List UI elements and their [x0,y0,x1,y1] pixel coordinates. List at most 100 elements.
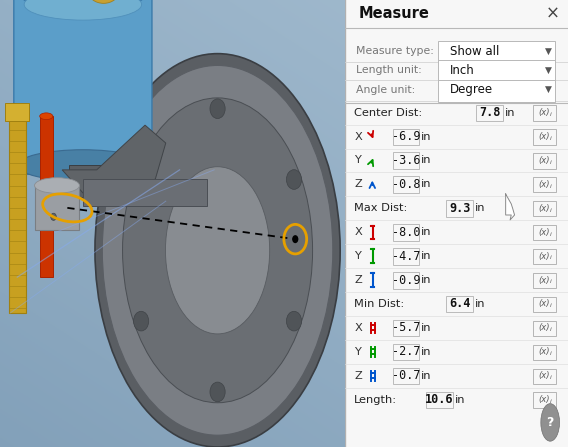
Text: -5.7: -5.7 [392,321,420,334]
Text: -8.0: -8.0 [392,226,420,239]
Text: Z: Z [354,179,362,190]
Text: in: in [421,347,432,357]
Text: Z: Z [354,275,362,285]
Text: -0.7: -0.7 [392,369,420,382]
Text: Y: Y [354,156,361,165]
Text: ▼: ▼ [545,47,552,56]
FancyBboxPatch shape [438,60,556,82]
FancyBboxPatch shape [14,0,152,174]
Ellipse shape [17,0,148,11]
Text: X: X [354,323,362,333]
Text: Y: Y [354,251,361,261]
Circle shape [133,170,149,190]
Text: ▼: ▼ [545,66,552,75]
Text: ▼: ▼ [545,85,552,94]
FancyBboxPatch shape [438,41,556,63]
Text: 7.8: 7.8 [479,106,500,119]
Text: Angle unit:: Angle unit: [357,85,416,95]
Text: (x): (x) [538,132,550,141]
Circle shape [210,99,225,118]
Text: 10.6: 10.6 [425,393,454,406]
Text: i: i [550,375,552,380]
Text: -0.8: -0.8 [392,178,420,191]
Ellipse shape [123,98,312,403]
Text: Length unit:: Length unit: [357,65,422,75]
Text: Z: Z [354,371,362,381]
Text: 9.3: 9.3 [449,202,470,215]
Text: i: i [550,255,552,261]
Text: -3.6: -3.6 [392,154,420,167]
FancyBboxPatch shape [345,0,568,447]
Text: in: in [421,156,432,165]
Ellipse shape [102,65,333,435]
Text: (x): (x) [538,371,550,380]
Text: (x): (x) [538,275,550,285]
Ellipse shape [24,0,141,20]
Polygon shape [62,125,166,197]
Circle shape [51,213,56,220]
Text: in: in [421,251,432,261]
Text: Degree: Degree [450,83,493,97]
Text: i: i [550,207,552,213]
Circle shape [286,170,302,190]
Text: (x): (x) [538,347,550,356]
Ellipse shape [165,167,270,334]
Circle shape [292,235,298,243]
Text: in: in [474,203,485,213]
Circle shape [133,311,149,331]
Text: i: i [550,399,552,404]
Text: Inch: Inch [450,63,475,77]
Ellipse shape [35,178,80,193]
Text: i: i [550,327,552,332]
Text: Measure type:: Measure type: [357,46,435,56]
Bar [40,116,53,277]
Bar [83,179,207,206]
Text: Y: Y [354,347,361,357]
Text: X: X [354,227,362,237]
Circle shape [210,382,225,402]
Text: in: in [474,299,485,309]
Circle shape [541,404,559,441]
Text: (x): (x) [538,228,550,237]
Text: -6.9: -6.9 [392,130,420,143]
Polygon shape [506,194,515,220]
Text: Show all: Show all [450,45,499,58]
Text: (x): (x) [538,395,550,404]
Text: (x): (x) [538,108,550,117]
Text: in: in [454,395,465,405]
Circle shape [286,311,302,331]
Ellipse shape [40,113,53,120]
Text: in: in [421,275,432,285]
Text: in: in [504,108,515,118]
Text: Measure: Measure [359,6,429,21]
Text: ×: × [545,5,559,23]
Text: i: i [550,184,552,189]
Text: X: X [354,131,362,142]
Text: in: in [421,179,432,190]
Text: in: in [421,323,432,333]
Text: (x): (x) [538,156,550,165]
Text: i: i [550,232,552,236]
Text: -4.7: -4.7 [392,249,420,263]
Text: (x): (x) [538,252,550,261]
Text: Center Dist:: Center Dist: [354,108,423,118]
Text: i: i [550,351,552,356]
Text: Length:: Length: [354,395,398,405]
Text: 6.4: 6.4 [449,297,470,311]
Text: (x): (x) [538,299,550,308]
Text: i: i [550,136,552,141]
Text: (x): (x) [538,180,550,189]
Text: in: in [421,227,432,237]
Ellipse shape [95,54,340,447]
Text: (x): (x) [538,204,550,213]
Text: in: in [421,371,432,381]
Text: i: i [550,303,552,308]
FancyBboxPatch shape [438,80,556,102]
Text: ?: ? [546,416,554,429]
Ellipse shape [88,0,119,4]
Bar [5,103,30,121]
Ellipse shape [17,150,148,181]
Bar [69,165,111,197]
Text: i: i [550,160,552,165]
Text: i: i [550,279,552,284]
